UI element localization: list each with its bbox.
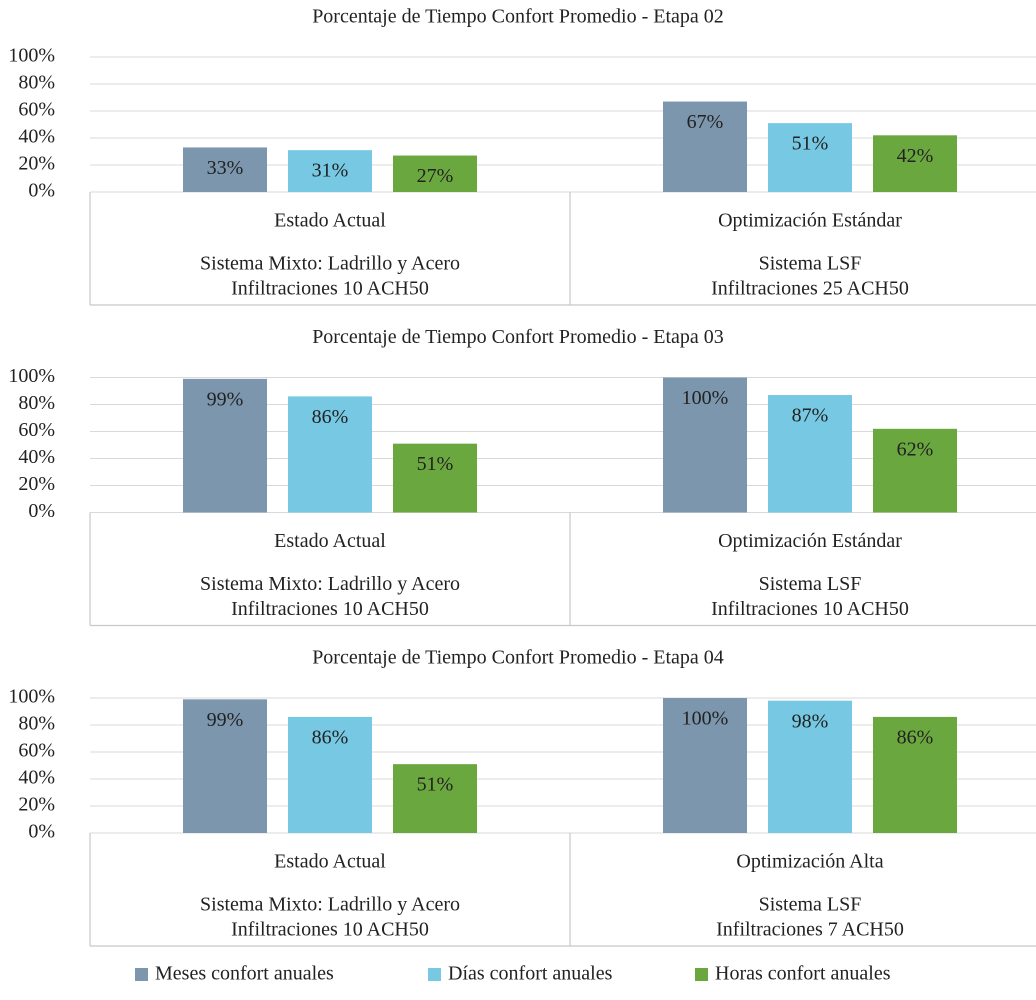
bar [873,716,957,833]
value-label: 87% [792,405,829,427]
bar [393,443,477,513]
value-label: 100% [682,708,729,730]
value-label: 51% [417,453,454,475]
category-label: Optimización Estándar [718,210,902,232]
bar [183,699,267,833]
value-label: 98% [792,710,829,732]
value-label: 33% [207,157,244,179]
y-tick-label: 0% [28,821,55,843]
value-label: 86% [312,406,349,428]
bar [288,150,372,192]
legend-label: Horas confort anuales [715,963,891,985]
value-label: 51% [792,133,829,155]
bar [183,147,267,192]
y-tick-label: 60% [18,419,55,441]
bar [183,378,267,513]
value-label: 42% [897,145,934,167]
bar [768,395,852,513]
y-tick-label: 20% [18,794,55,816]
y-tick-label: 20% [18,473,55,495]
y-tick-label: 60% [18,740,55,762]
category-label: Infiltraciones 25 ACH50 [711,278,909,300]
category-label: Sistema Mixto: Ladrillo y Acero [200,253,460,275]
category-label: Infiltraciones 10 ACH50 [711,598,909,620]
category-label: Estado Actual [274,210,386,232]
bar [393,764,477,833]
y-tick-label: 60% [18,99,55,121]
category-label: Sistema LSF [759,894,862,916]
legend-label: Días confort anuales [448,963,613,985]
y-tick-label: 20% [18,153,55,175]
y-tick-label: 80% [18,72,55,94]
category-label: Infiltraciones 10 ACH50 [231,919,429,941]
y-tick-label: 100% [8,45,55,67]
value-label: 27% [417,165,454,187]
bar [873,135,957,192]
value-label: 99% [207,388,244,410]
y-tick-label: 0% [28,180,55,202]
bar [768,123,852,192]
y-tick-label: 0% [28,500,55,522]
legend-label: Meses confort anuales [155,963,334,985]
bar [663,377,747,513]
y-tick-label: 80% [18,392,55,414]
legend-swatch [428,968,441,981]
value-label: 99% [207,709,244,731]
value-label: 86% [312,726,349,748]
y-tick-label: 100% [8,365,55,387]
chart-title: Porcentaje de Tiempo Confort Promedio - … [312,647,724,669]
category-label: Sistema LSF [759,253,862,275]
y-tick-label: 100% [8,686,55,708]
bar [663,101,747,192]
chart-title: Porcentaje de Tiempo Confort Promedio - … [312,6,724,28]
chart-title: Porcentaje de Tiempo Confort Promedio - … [312,326,724,348]
bar [288,716,372,833]
bar [663,698,747,833]
category-label: Sistema Mixto: Ladrillo y Acero [200,573,460,595]
category-label: Infiltraciones 10 ACH50 [231,598,429,620]
y-tick-label: 40% [18,767,55,789]
category-label: Estado Actual [274,851,386,873]
value-label: 100% [682,387,729,409]
category-label: Optimización Estándar [718,530,902,552]
y-tick-label: 40% [18,126,55,148]
value-label: 67% [687,111,724,133]
bar [393,155,477,192]
value-label: 31% [312,160,349,182]
value-label: 62% [897,438,934,460]
bar [768,700,852,833]
category-label: Estado Actual [274,530,386,552]
y-tick-label: 40% [18,446,55,468]
category-label: Infiltraciones 7 ACH50 [716,919,904,941]
category-label: Optimización Alta [736,851,883,873]
category-label: Sistema LSF [759,573,862,595]
y-tick-label: 80% [18,713,55,735]
value-label: 51% [417,774,454,796]
value-label: 86% [897,726,934,748]
category-label: Sistema Mixto: Ladrillo y Acero [200,894,460,916]
category-label: Infiltraciones 10 ACH50 [231,278,429,300]
legend-swatch [695,968,708,981]
legend-swatch [135,968,148,981]
bar [288,396,372,513]
bar [873,428,957,513]
